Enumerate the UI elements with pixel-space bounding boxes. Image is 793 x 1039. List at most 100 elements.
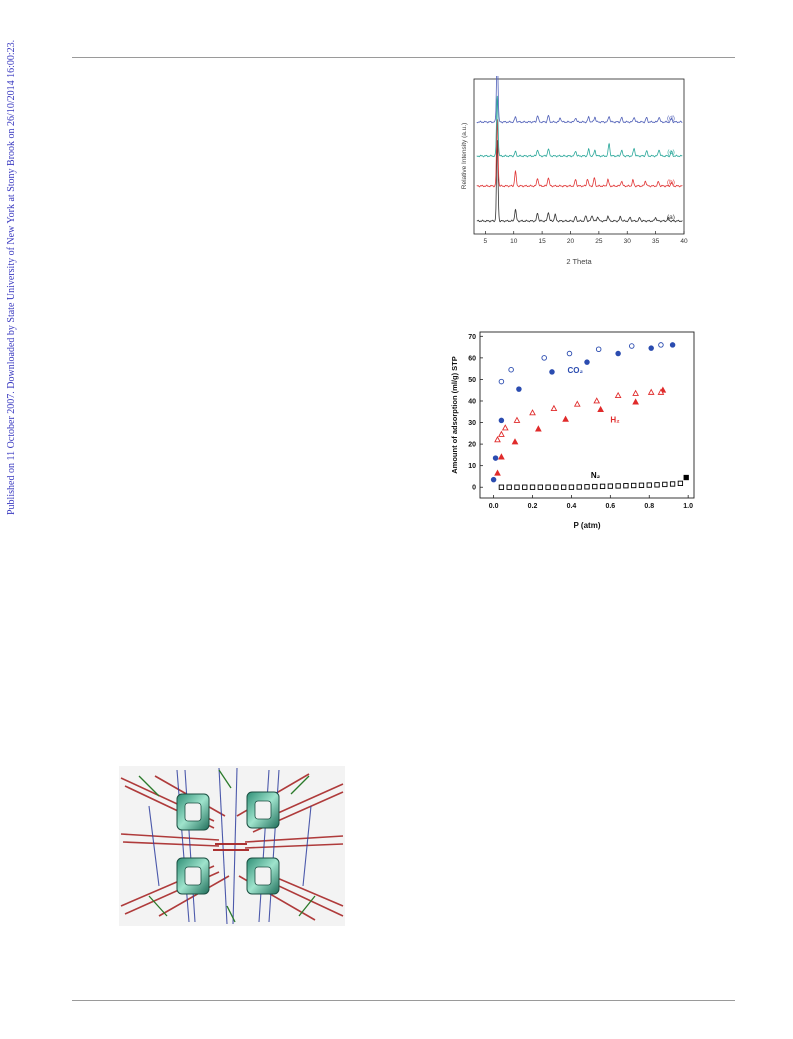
adsorption-point [632, 389, 639, 396]
adsorption-series-label: N₂ [591, 471, 601, 480]
xrd-x-tick-label: 15 [538, 238, 546, 245]
adsorption-point [514, 484, 520, 490]
xrd-plot-frame [473, 78, 685, 235]
adsorption-y-tick-label: 50 [468, 377, 476, 384]
adsorption-point [529, 484, 536, 490]
adsorption-y-tick-label: 40 [468, 398, 476, 405]
adsorption-point [658, 342, 664, 348]
adsorption-point [498, 430, 505, 437]
adsorption-point [494, 436, 501, 443]
adsorption-point [623, 483, 629, 489]
adsorption-x-tick-label: 0.8 [644, 503, 654, 510]
adsorption-point [553, 484, 559, 490]
xrd-x-tick-label: 25 [595, 238, 603, 245]
xrd-x-tick-label: 35 [652, 238, 660, 245]
xrd-series-line [476, 76, 683, 124]
adsorption-series-label: CO₂ [568, 366, 584, 375]
adsorption-point [615, 350, 621, 357]
adsorption-point [595, 346, 602, 352]
adsorption-point [654, 482, 660, 488]
adsorption-point [677, 480, 684, 486]
adsorption-point [561, 484, 567, 490]
adsorption-point [669, 481, 676, 487]
xrd-series-label: (c) [667, 149, 675, 156]
adsorption-point [607, 483, 613, 489]
framework-structure-image [119, 766, 345, 926]
adsorption-y-tick-label: 0 [472, 485, 476, 492]
adsorption-x-tick-label: 0.4 [567, 503, 577, 510]
adsorption-point [662, 481, 668, 488]
adsorption-point [541, 355, 547, 361]
adsorption-point [506, 484, 512, 490]
adsorption-point [669, 342, 676, 348]
adsorption-point [498, 417, 505, 424]
xrd-x-axis-label: 2 Theta [566, 257, 592, 266]
adsorption-y-tick-label: 20 [468, 442, 476, 449]
top-rule [72, 57, 735, 58]
adsorption-point [631, 482, 637, 489]
adsorption-point [498, 453, 505, 460]
xrd-pattern-chart: (a) (b) (c) (d) 5 10 15 20 25 30 35 40 Relative In… [455, 76, 695, 272]
xrd-x-tick-label: 40 [680, 238, 688, 245]
xrd-x-tick-label: 10 [510, 238, 518, 245]
adsorption-point [584, 484, 590, 490]
adsorption-point [584, 359, 590, 365]
adsorption-point [535, 425, 542, 432]
adsorption-point [615, 483, 621, 489]
adsorption-point [545, 484, 551, 490]
framework-structure-drawing [119, 766, 345, 926]
adsorption-x-tick-label: 1.0 [683, 503, 693, 510]
xrd-y-axis-label: Relative Intensity (a.u.) [461, 123, 468, 189]
adsorption-point [498, 484, 505, 490]
adsorption-point [657, 388, 665, 395]
bottom-rule [72, 1000, 735, 1001]
adsorption-y-tick-label: 70 [468, 334, 476, 341]
adsorption-point [537, 484, 543, 490]
adsorption-point [593, 397, 601, 404]
adsorption-point [501, 424, 509, 431]
xrd-x-tick-label: 20 [567, 238, 575, 245]
xrd-series-label: (a) [667, 214, 675, 221]
adsorption-point [614, 391, 622, 399]
adsorption-x-tick-label: 0.0 [489, 503, 499, 510]
adsorption-point [562, 415, 569, 422]
adsorption-point [492, 455, 499, 461]
adsorption-point [550, 404, 558, 411]
xrd-series-line [476, 140, 683, 223]
adsorption-point [573, 400, 581, 407]
adsorption-plot-frame [479, 331, 695, 499]
adsorption-point [576, 484, 582, 490]
adsorption-point [592, 483, 598, 490]
adsorption-series-label: H₂ [610, 416, 620, 425]
adsorption-point [568, 484, 575, 490]
adsorption-y-tick-label: 30 [468, 420, 476, 427]
adsorption-point [683, 474, 689, 481]
xrd-x-tick-label: 5 [484, 238, 488, 245]
adsorption-x-tick-label: 0.2 [528, 503, 538, 510]
adsorption-point [599, 483, 606, 490]
xrd-series-label: (d) [667, 115, 675, 122]
adsorption-x-axis-label: P (atm) [574, 521, 601, 530]
adsorption-y-tick-label: 60 [468, 355, 476, 362]
adsorption-point [638, 482, 645, 488]
adsorption-point [516, 386, 522, 392]
xrd-series-line [476, 119, 683, 188]
adsorption-x-tick-label: 0.6 [605, 503, 615, 510]
adsorption-point [490, 476, 497, 483]
adsorption-point [648, 345, 654, 351]
pore-channels [176, 791, 280, 895]
download-notice: Published on 11 October 2007. Downloaded… [6, 40, 17, 516]
gas-adsorption-chart: 0 10 20 30 40 50 60 70 0.0 0.2 0.4 0.6 0.8 1.0 CO₂ H₂… [446, 328, 702, 534]
adsorption-point [513, 416, 521, 423]
adsorption-point [498, 378, 505, 385]
adsorption-point [646, 482, 652, 488]
adsorption-y-axis-label: Amount of adsorption (ml/g) STP [450, 356, 459, 474]
xrd-series-line [476, 95, 683, 158]
xrd-series-label: (b) [667, 179, 675, 186]
xrd-x-tick-label: 30 [624, 238, 632, 245]
adsorption-point [511, 438, 519, 445]
adsorption-point [597, 405, 604, 413]
adsorption-point [508, 366, 514, 373]
adsorption-point [647, 388, 655, 395]
adsorption-point [628, 343, 635, 349]
